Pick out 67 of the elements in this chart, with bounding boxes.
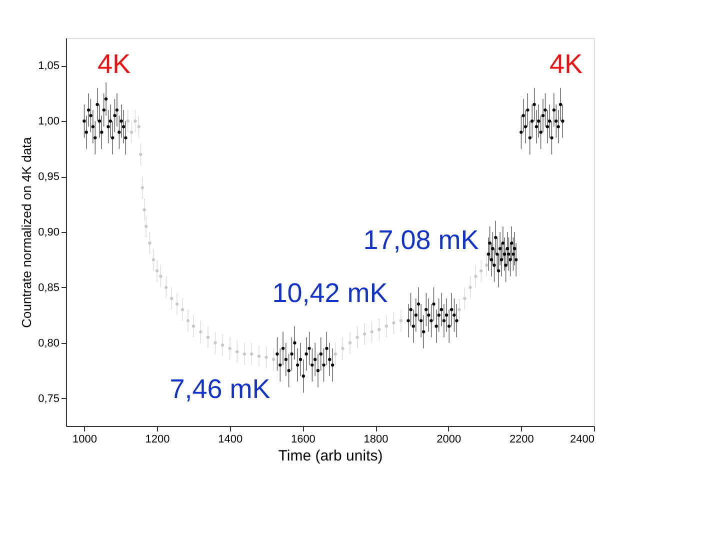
point xyxy=(140,186,144,190)
y-tick-label: 1,00 xyxy=(38,116,60,128)
point xyxy=(334,352,338,356)
point xyxy=(170,296,174,300)
annotation: 7,46 mK xyxy=(170,374,270,404)
x-tick-label: 1200 xyxy=(145,434,170,446)
point xyxy=(356,336,359,339)
point xyxy=(458,308,461,312)
x-axis-title: Time (arb units) xyxy=(278,448,383,464)
point xyxy=(399,319,403,322)
point xyxy=(363,332,366,336)
point xyxy=(463,296,466,300)
x-tick-label: 1600 xyxy=(290,434,316,446)
x-tick-label: 2000 xyxy=(436,434,462,446)
point xyxy=(485,264,488,267)
point xyxy=(164,286,168,290)
point xyxy=(348,341,352,344)
point xyxy=(148,242,152,245)
point xyxy=(139,152,142,156)
point xyxy=(130,130,134,134)
x-tick-label: 1000 xyxy=(72,434,97,446)
point xyxy=(206,336,210,339)
point xyxy=(155,269,159,272)
point xyxy=(468,286,472,290)
point xyxy=(272,358,276,362)
point xyxy=(126,120,130,123)
point xyxy=(474,274,478,278)
x-tick-label: 2400 xyxy=(570,434,594,446)
point xyxy=(384,324,388,328)
y-tick-label: 0,90 xyxy=(38,226,60,238)
y-tick-label: 1,05 xyxy=(38,60,60,72)
point xyxy=(142,208,146,212)
point xyxy=(236,350,239,354)
point xyxy=(378,328,381,332)
x-tick-label: 1400 xyxy=(218,434,243,446)
point xyxy=(214,341,217,344)
point xyxy=(152,258,155,262)
annotation: 17,08 mK xyxy=(363,225,479,255)
x-tick-label: 1800 xyxy=(364,434,388,446)
point xyxy=(192,324,196,328)
point xyxy=(242,352,246,356)
y-axis-title: Countrate normalized on 4K data xyxy=(19,136,34,328)
x-tick-label: 2200 xyxy=(509,434,534,446)
point xyxy=(186,319,190,322)
y-tick-label: 0,80 xyxy=(38,337,60,350)
point xyxy=(264,356,268,359)
point xyxy=(137,125,140,128)
point xyxy=(257,354,261,358)
point xyxy=(392,321,396,324)
point xyxy=(134,120,137,123)
point xyxy=(250,352,254,356)
point xyxy=(370,330,374,334)
point xyxy=(480,269,483,272)
point xyxy=(180,308,184,312)
y-tick-label: 0,75 xyxy=(38,392,60,405)
annotation: 4K xyxy=(549,49,583,79)
annotation: 4K xyxy=(97,49,131,79)
point xyxy=(228,346,232,350)
y-tick-label: 0,85 xyxy=(38,282,60,294)
point xyxy=(199,330,202,334)
point xyxy=(175,302,179,306)
point xyxy=(159,274,162,278)
point xyxy=(341,346,344,350)
point xyxy=(221,343,224,347)
y-tick-label: 0,95 xyxy=(38,171,60,184)
point xyxy=(144,224,148,228)
annotation: 10,42 mK xyxy=(272,278,388,308)
